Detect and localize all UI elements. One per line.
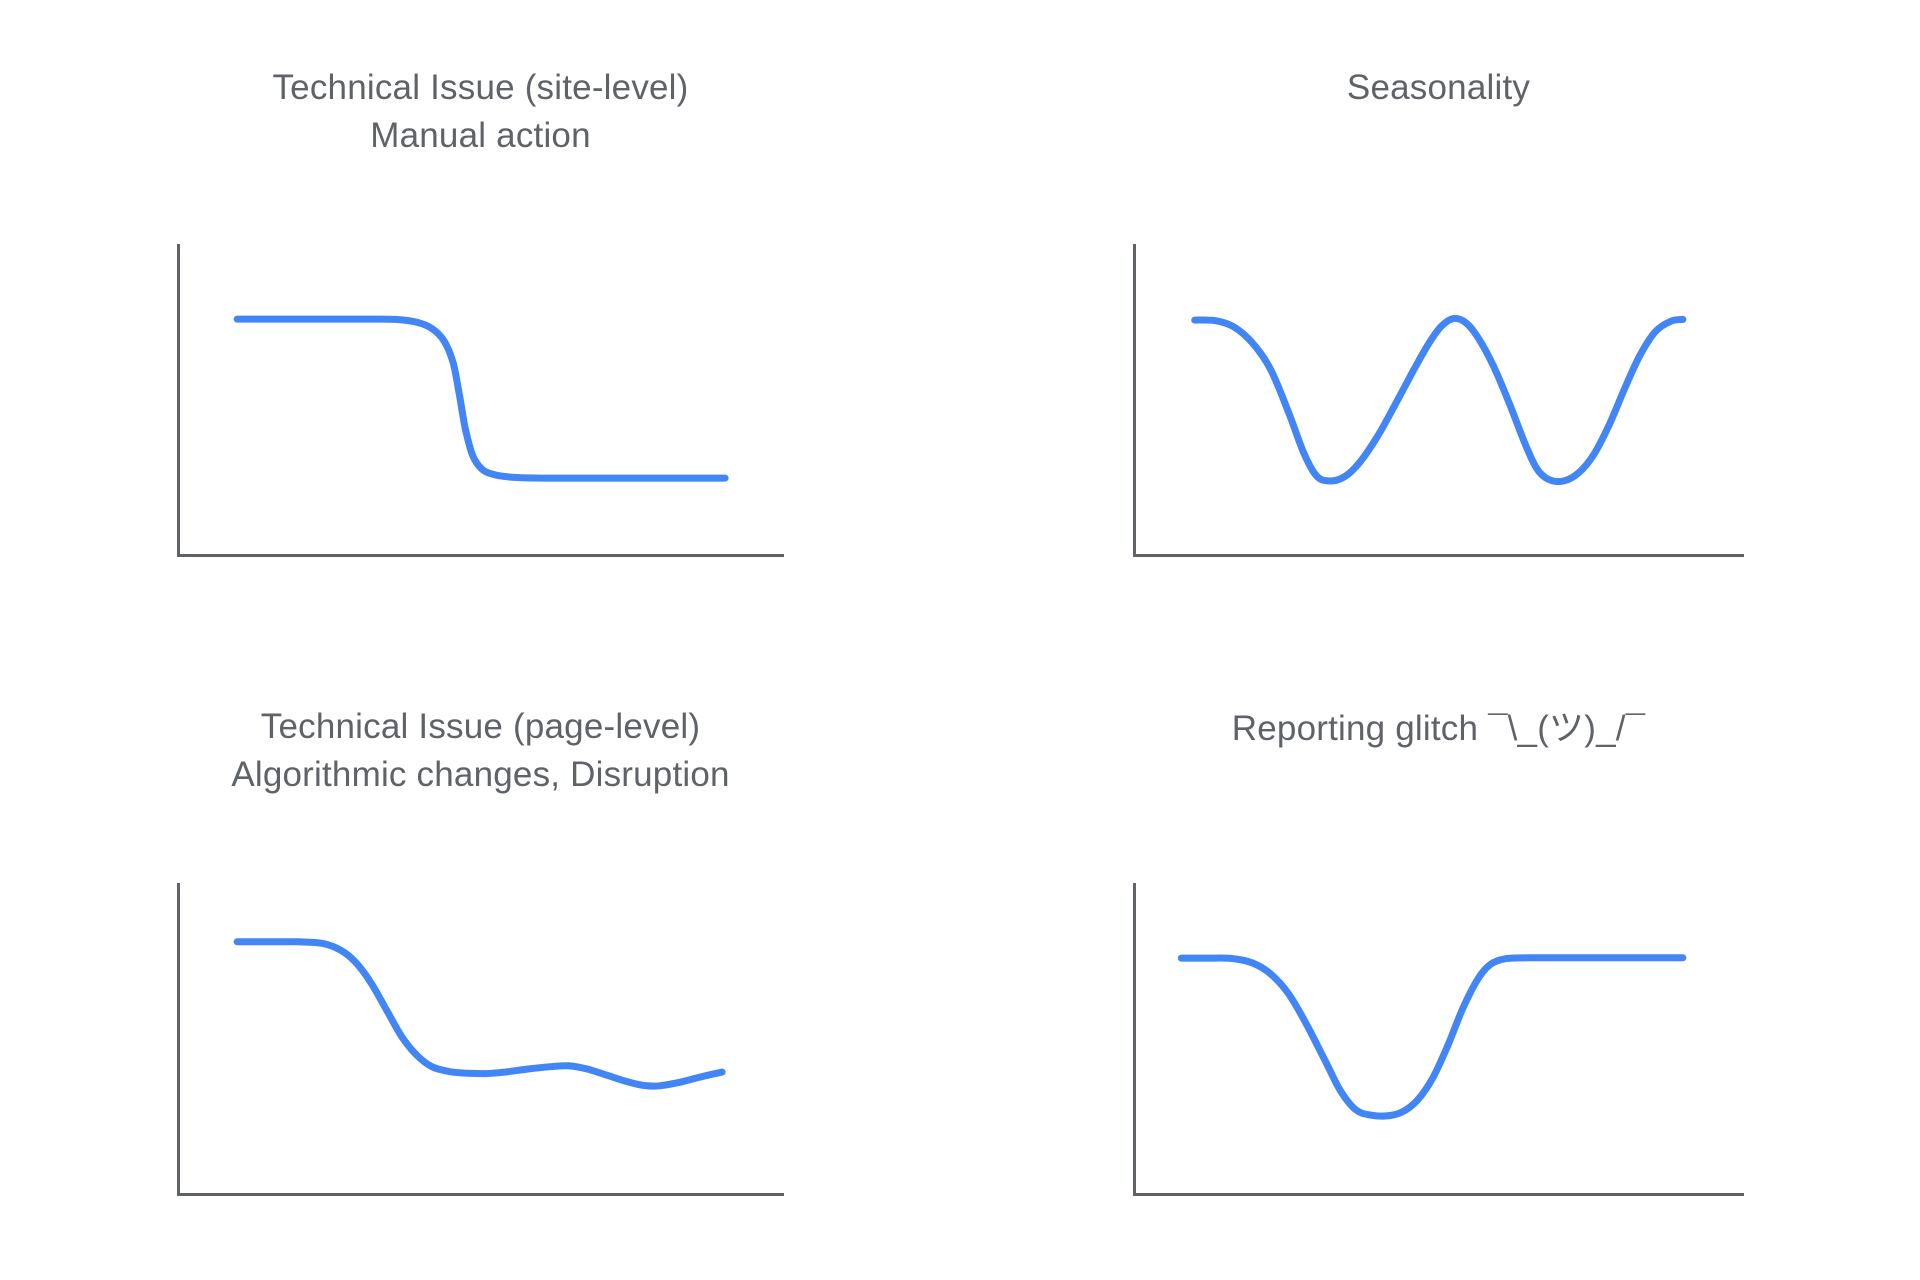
chart-title-line-1: Seasonality: [1346, 68, 1531, 107]
chart-title-line-1: Technical Issue (page-level): [260, 707, 701, 746]
chart-axes: [1133, 883, 1744, 1196]
chart-axes: [1133, 244, 1744, 557]
chart-title-line-1: Technical Issue (site-level): [272, 68, 689, 107]
line-chart-seasonality: [1133, 244, 1744, 557]
line-chart-page-level: [177, 883, 784, 1196]
chart-title-seasonality: Seasonality: [1133, 64, 1744, 112]
trend-curve: [233, 315, 729, 482]
chart-title-page-level: Technical Issue (page-level) Algorithmic…: [177, 703, 784, 799]
chart-axes: [177, 244, 784, 557]
trend-curve: [233, 938, 726, 1090]
trend-curve: [1177, 954, 1687, 1120]
trend-curve: [1191, 314, 1687, 486]
line-chart-site-level: [177, 244, 784, 557]
chart-title-line-1: Reporting glitch ¯\_(ツ)_/¯: [1231, 709, 1646, 748]
chart-title-site-level: Technical Issue (site-level) Manual acti…: [177, 64, 784, 160]
chart-title-line-2: Algorithmic changes, Disruption: [231, 755, 730, 794]
chart-axes: [177, 883, 784, 1196]
line-chart-reporting-glitch: [1133, 883, 1744, 1196]
chart-title-reporting-glitch: Reporting glitch ¯\_(ツ)_/¯: [1133, 705, 1744, 753]
chart-title-line-2: Manual action: [370, 116, 591, 155]
